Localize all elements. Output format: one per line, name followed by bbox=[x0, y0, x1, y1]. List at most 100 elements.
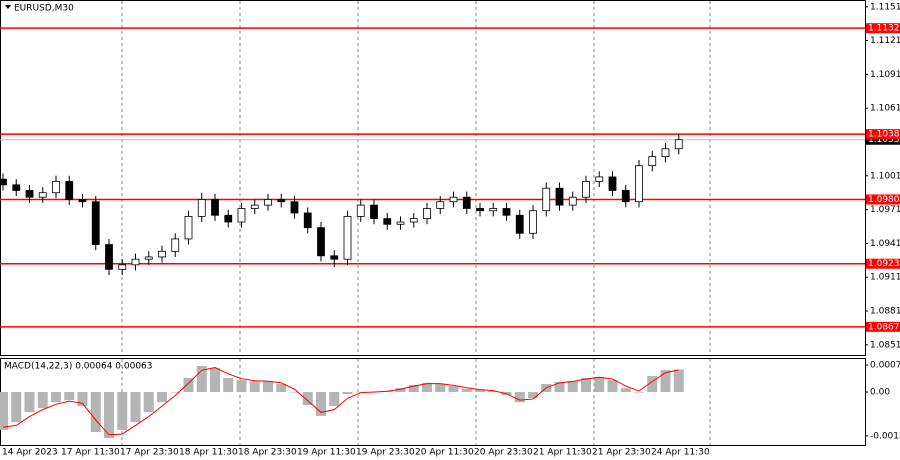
macd-bar bbox=[210, 368, 220, 393]
candle-body bbox=[171, 238, 180, 252]
candle-body bbox=[436, 201, 445, 209]
macd-bar bbox=[514, 392, 525, 403]
level-label: 1.0923 bbox=[868, 259, 900, 269]
candle-body bbox=[661, 148, 670, 158]
candle-body bbox=[674, 139, 683, 150]
macd-bar bbox=[37, 392, 48, 409]
candle-body bbox=[595, 176, 604, 182]
y-tick-label: 1.1151 bbox=[870, 2, 900, 12]
candle-body bbox=[78, 199, 87, 203]
macd-bar bbox=[422, 382, 432, 393]
y-tick-label: 1.0941 bbox=[870, 239, 900, 249]
y-tick-label: 1.1001 bbox=[870, 171, 900, 181]
candle-body bbox=[648, 156, 657, 167]
candle-body bbox=[118, 264, 127, 270]
candle-body bbox=[515, 214, 524, 234]
macd-bar bbox=[24, 392, 35, 413]
macd-bar bbox=[11, 392, 22, 423]
macd-bar bbox=[183, 377, 194, 393]
macd-bar bbox=[554, 381, 565, 393]
symbol-icon bbox=[5, 5, 11, 9]
candle-body bbox=[303, 212, 312, 229]
y-tick-label: 0.00077 bbox=[870, 361, 900, 371]
macd-bar bbox=[249, 381, 260, 393]
candle-body bbox=[396, 221, 405, 225]
symbol-title: EURUSD,M30 bbox=[14, 4, 74, 14]
candle-body bbox=[65, 181, 74, 200]
macd-bar bbox=[594, 376, 605, 393]
candle-body bbox=[250, 204, 259, 209]
macd-bar bbox=[408, 385, 419, 393]
macd-bar bbox=[488, 390, 499, 393]
macd-bar bbox=[196, 366, 207, 393]
macd-bar bbox=[77, 392, 88, 407]
level-box bbox=[866, 23, 900, 34]
macd-bar bbox=[90, 392, 101, 433]
candle-body bbox=[0, 178, 7, 186]
macd-bar bbox=[567, 381, 578, 393]
macd-bar bbox=[170, 392, 181, 393]
candle-body bbox=[184, 215, 193, 240]
level-box bbox=[866, 194, 900, 205]
x-tick-label: 14 Apr 2023 bbox=[2, 448, 58, 458]
macd-bar bbox=[475, 389, 485, 393]
macd-bar bbox=[647, 375, 658, 393]
y-tick-label: 1.1061 bbox=[870, 104, 900, 114]
x-tick-label: 18 Apr 11:30 bbox=[179, 448, 238, 458]
macd-bar bbox=[302, 392, 313, 406]
candle-body bbox=[542, 187, 551, 212]
candle-body bbox=[330, 255, 339, 260]
macd-bar bbox=[607, 380, 618, 393]
y-tick-label: 1.1121 bbox=[870, 36, 900, 46]
candle-body bbox=[383, 218, 392, 225]
candle-body bbox=[343, 215, 352, 260]
macd-bar bbox=[581, 377, 591, 393]
macd-bar bbox=[448, 386, 459, 393]
macd-bar bbox=[223, 377, 234, 393]
candle-body bbox=[476, 208, 484, 212]
macd-bar bbox=[660, 369, 671, 393]
candle-body bbox=[211, 199, 219, 216]
macd-bar bbox=[461, 388, 472, 393]
macd-bar bbox=[329, 392, 340, 407]
candle-body bbox=[144, 256, 153, 260]
candle-body bbox=[489, 208, 498, 212]
current-price-label: 1.1033 bbox=[868, 135, 900, 145]
candle-body bbox=[555, 187, 564, 206]
candle-body bbox=[356, 204, 365, 217]
x-tick-label: 19 Apr 23:30 bbox=[356, 448, 415, 458]
level-box bbox=[866, 321, 900, 332]
candle-body bbox=[582, 181, 590, 198]
candle-body bbox=[91, 201, 100, 245]
macd-bar bbox=[316, 392, 326, 416]
candle-body bbox=[197, 199, 206, 217]
y-tick-label: -0.00125 bbox=[870, 431, 900, 441]
candle-body bbox=[423, 208, 431, 220]
candle-body bbox=[158, 250, 166, 258]
y-tick-label: 1.0881 bbox=[870, 307, 900, 317]
macd-bar bbox=[395, 388, 406, 393]
candle-body bbox=[635, 165, 643, 203]
y-tick-label: 1.0971 bbox=[870, 205, 900, 215]
level-label: 1.1038 bbox=[868, 130, 900, 140]
macd-bar bbox=[117, 392, 128, 430]
macd-bar bbox=[263, 381, 273, 393]
main-panel bbox=[0, 0, 866, 356]
level-label: 1.0980 bbox=[868, 195, 900, 205]
x-tick-label: 21 Apr 23:30 bbox=[592, 448, 651, 458]
level-box bbox=[866, 129, 900, 140]
macd-bar bbox=[342, 392, 353, 395]
macd-bar bbox=[673, 369, 684, 393]
y-tick-label: 1.1091 bbox=[870, 70, 900, 80]
macd-signal bbox=[2, 366, 679, 436]
candle-body bbox=[12, 184, 21, 191]
candle-body bbox=[131, 258, 140, 266]
candle-body bbox=[529, 210, 537, 234]
macd-bar bbox=[130, 392, 141, 423]
macd-bar bbox=[51, 392, 61, 403]
macd-bar bbox=[236, 380, 247, 393]
macd-bar bbox=[64, 392, 75, 401]
candle-body bbox=[370, 204, 378, 220]
